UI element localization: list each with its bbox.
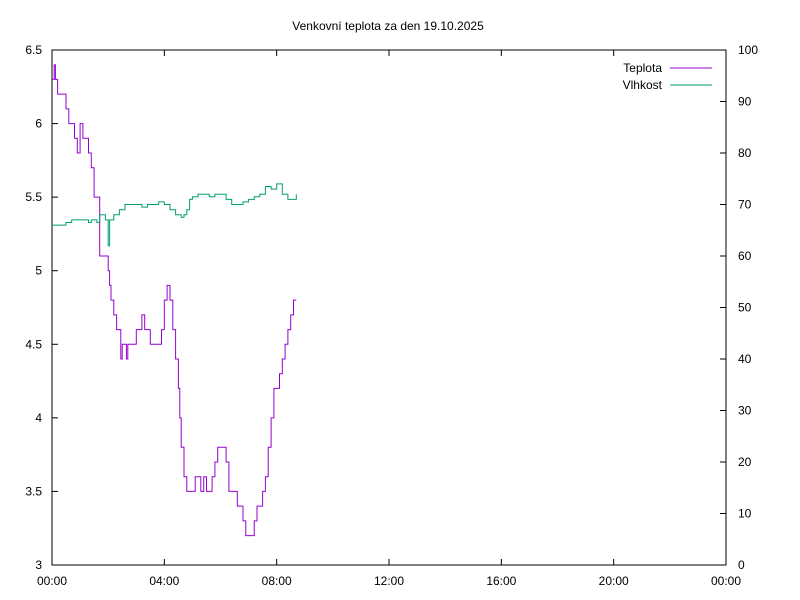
y-right-tick-label: 80 [738,146,752,160]
y-right-tick-label: 40 [738,352,752,366]
series-lines [52,64,297,537]
y-left-tick-label: 3 [35,558,42,572]
legend-label: Teplota [623,61,662,75]
y-right-tick-label: 100 [738,43,758,57]
legend: Teplota Vlhkost [623,61,712,92]
chart-title: Venkovní teplota za den 19.10.2025 [292,19,484,33]
y-left-tick-label: 6 [35,117,42,131]
x-tick-label: 12:00 [374,574,404,588]
x-tick-label: 20:00 [599,574,629,588]
series-line-teplota [52,64,297,537]
x-tick-label: 00:00 [711,574,741,588]
y-left-tick-label: 5 [35,264,42,278]
y-right-tick-label: 60 [738,249,752,263]
x-tick-label: 16:00 [486,574,516,588]
series-line-vlhkost [52,183,297,247]
x-tick-label: 04:00 [149,574,179,588]
x-tick-label: 08:00 [262,574,292,588]
y-left-tick-label: 6.5 [25,43,42,57]
y-right-tick-label: 50 [738,301,752,315]
y-right-tick-label: 0 [738,558,745,572]
y-right-tick-label: 30 [738,404,752,418]
y-right-tick-label: 90 [738,95,752,109]
x-tick-label: 00:00 [37,574,67,588]
y-left-tick-label: 4.5 [25,337,42,351]
y-left-tick-label: 5.5 [25,190,42,204]
y-left-tick-label: 3.5 [25,484,42,498]
plot-frame [51,49,727,566]
legend-label: Vlhkost [623,78,663,92]
axes: 00:00 04:00 08:00 12:00 16:00 20:00 00:00 3 3.5 4… [25,43,758,588]
y-right-tick-label: 70 [738,198,752,212]
y-right-tick-label: 10 [738,507,752,521]
y-left-tick-label: 4 [35,411,42,425]
y-right-tick-label: 20 [738,455,752,469]
